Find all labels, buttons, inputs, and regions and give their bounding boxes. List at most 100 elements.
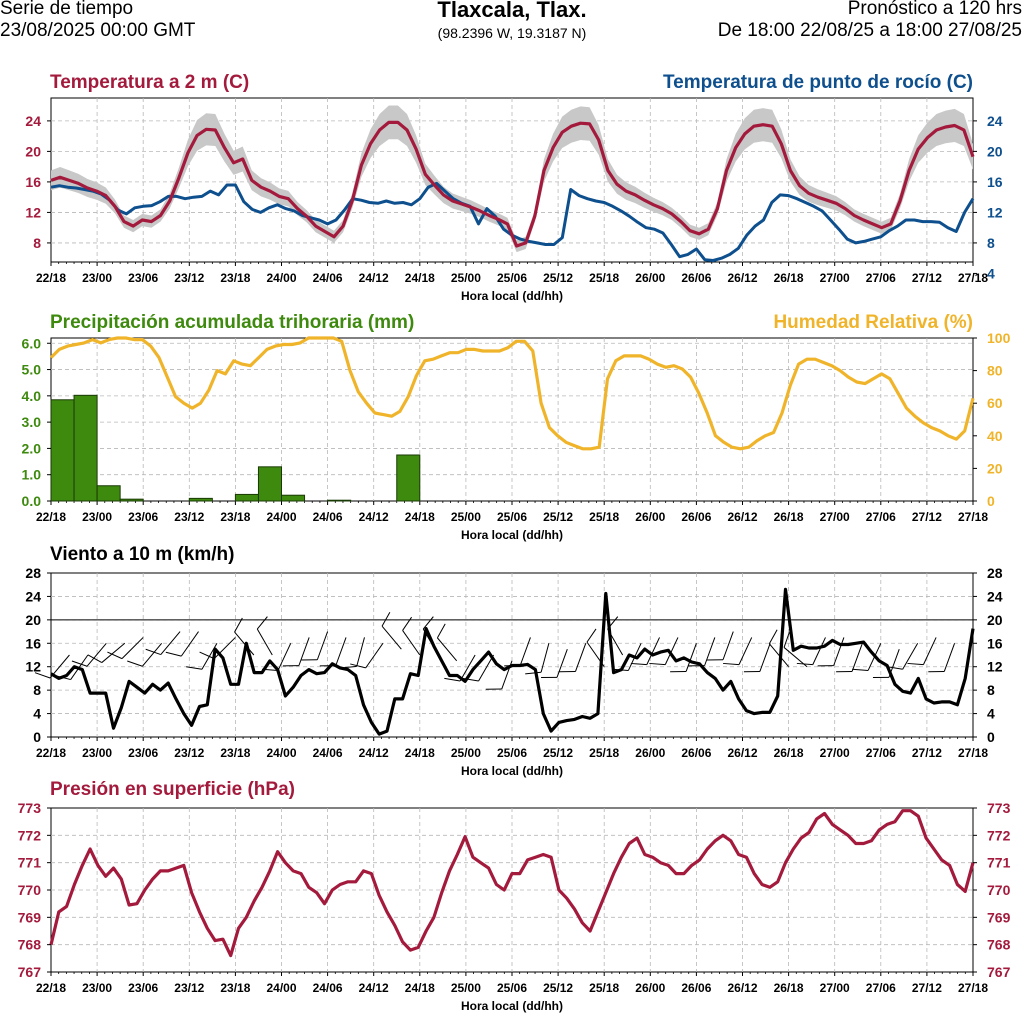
x-tick-label: 26/18 [774, 746, 804, 760]
wind-barb [685, 643, 697, 672]
wind-barb [759, 643, 771, 672]
x-tick-label: 26/18 [774, 981, 804, 995]
x-axis-label: Hora local (dd/hh) [461, 528, 563, 542]
wind-barb-flag [87, 654, 103, 664]
x-tick-label: 25/12 [543, 510, 573, 524]
x-tick-label: 25/00 [451, 981, 481, 995]
x-tick-label: 26/18 [774, 510, 804, 524]
x-tick-label: 24/18 [405, 271, 435, 285]
wind-barb-flag [234, 617, 243, 633]
x-tick-label: 24/06 [313, 746, 343, 760]
x-tick-label: 27/00 [820, 746, 850, 760]
wind-barb-flag [768, 629, 778, 644]
wind-barb [722, 631, 734, 660]
precip-bar [257, 466, 283, 502]
wind-barb-flag [165, 651, 182, 657]
wind-barb-flag [630, 662, 647, 666]
y-tick-label: 20 [987, 460, 1003, 476]
precip-bar [73, 394, 98, 502]
x-tick-label: 23/12 [174, 746, 204, 760]
wind-barb [121, 637, 144, 659]
y-tick-label: 0 [987, 493, 995, 509]
wind-barb-flag [525, 671, 542, 675]
header-center: Tlaxcala, Tlax. (98.2396 W, 19.3187 N) [312, 0, 712, 42]
wind-barb-flag [186, 666, 203, 670]
series-label: Serie de tiempo [0, 0, 134, 19]
forecast-label: Pronóstico a 120 hrs [847, 0, 1022, 19]
y-tick-label: 24 [987, 113, 1003, 129]
wind-barb [86, 642, 107, 667]
x-axis-label: Hora local (dd/hh) [461, 999, 563, 1013]
x-tick-label: 25/12 [543, 271, 573, 285]
wind-barb-flag [649, 662, 666, 666]
x-tick-label: 27/18 [958, 981, 988, 995]
wind-barb [180, 631, 199, 657]
x-tick-label: 27/18 [958, 271, 988, 285]
x-tick-label: 24/06 [313, 271, 343, 285]
x-tick-label: 23/12 [174, 271, 204, 285]
wind-barb [519, 637, 531, 666]
x-tick-label: 23/00 [82, 510, 112, 524]
wind-barb [556, 648, 568, 678]
x-tick-label: 26/18 [774, 271, 804, 285]
y-tick-label: 20 [25, 612, 41, 628]
wind-barb [922, 637, 937, 665]
y-tick-label: 100 [987, 330, 1011, 346]
y-tick-label: 767 [987, 964, 1011, 980]
y-tick-label: 60 [987, 395, 1003, 411]
humidity-line [49, 336, 975, 451]
wind-barb-flag [422, 616, 434, 630]
wind-barb [575, 643, 587, 672]
temperature-title: Temperatura a 2 m (C) [50, 72, 249, 93]
x-tick-label: 24/00 [266, 981, 296, 995]
x-tick-label: 23/18 [220, 510, 250, 524]
x-tick-label: 25/12 [543, 981, 573, 995]
y-tick-label: 80 [987, 363, 1003, 379]
y-tick-label: 0.0 [22, 493, 42, 509]
wind-barb [277, 643, 292, 671]
x-tick-label: 27/06 [866, 981, 896, 995]
wind-barb [356, 637, 365, 667]
y-tick-label: 16 [987, 174, 1003, 190]
y-tick-label: 6.0 [22, 335, 42, 351]
wind-barb [402, 630, 421, 656]
y-tick-label: 769 [18, 909, 42, 925]
wind-barb-flag [852, 668, 869, 671]
wind-barb-flag [145, 648, 161, 656]
precip-bar [188, 497, 213, 502]
x-tick-label: 22/18 [36, 746, 66, 760]
y-tick-label: 8 [987, 682, 995, 698]
x-tick-label: 24/06 [313, 981, 343, 995]
y-tick-label: 4.0 [22, 388, 42, 404]
wind-title: Viento a 10 m (km/h) [50, 544, 234, 565]
x-tick-label: 27/00 [820, 981, 850, 995]
precip-bar [281, 494, 306, 502]
x-tick-label: 27/12 [912, 981, 942, 995]
y-tick-label: 4 [987, 706, 995, 722]
y-tick-label: 16 [987, 635, 1003, 651]
y-tick-label: 20 [987, 143, 1003, 159]
y-tick-label: 20 [25, 143, 41, 159]
wind-barb-flag [350, 663, 366, 669]
wind-barb [256, 628, 273, 656]
x-tick-label: 24/18 [405, 510, 435, 524]
x-tick-label: 24/18 [405, 746, 435, 760]
x-tick-label: 24/00 [266, 271, 296, 285]
y-tick-label: 24 [25, 588, 41, 604]
temperature-uncertainty-band [51, 105, 973, 253]
x-tick-label: 25/06 [497, 510, 527, 524]
wind-barb [437, 637, 458, 662]
x-tick-label: 27/06 [866, 510, 896, 524]
x-tick-label: 23/18 [220, 746, 250, 760]
x-tick-label: 23/00 [82, 981, 112, 995]
x-tick-label: 23/06 [128, 271, 158, 285]
x-tick-label: 24/12 [359, 746, 389, 760]
wind-barb [141, 642, 163, 667]
x-tick-label: 24/18 [405, 981, 435, 995]
y-tick-label: 12 [25, 659, 41, 675]
y-tick-label: 40 [987, 428, 1003, 444]
pressure-title: Presión en superficie (hPa) [50, 779, 295, 800]
x-tick-label: 25/12 [543, 746, 573, 760]
y-tick-label: 772 [987, 827, 1011, 843]
